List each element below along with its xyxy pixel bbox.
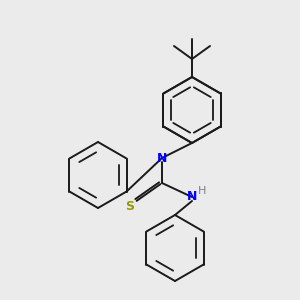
Text: H: H	[198, 186, 206, 196]
Text: N: N	[157, 152, 167, 164]
Text: N: N	[187, 190, 197, 203]
Text: S: S	[125, 200, 134, 212]
